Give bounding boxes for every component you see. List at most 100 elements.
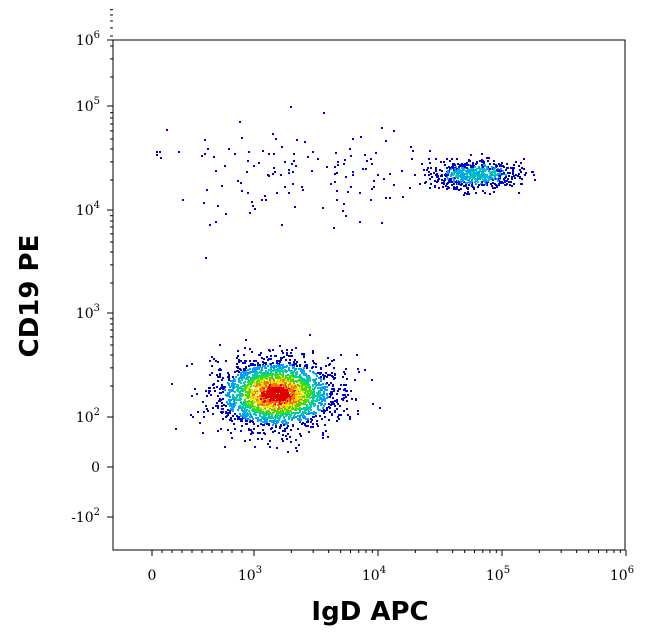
data-point [227,395,229,397]
data-point [186,365,188,367]
data-point [253,413,255,415]
data-point [304,409,306,411]
data-point [512,169,514,171]
data-point [314,387,316,389]
data-point [332,385,334,387]
data-point [253,165,255,167]
data-point [272,401,274,403]
data-point [278,394,280,396]
data-point [508,172,510,174]
data-point [289,410,291,412]
data-point [266,372,268,374]
data-point [280,393,282,395]
data-point [268,153,270,155]
data-point [274,393,276,395]
data-point [160,157,162,159]
data-point [496,169,498,171]
data-point [274,401,276,403]
data-point [513,175,515,177]
data-point [281,369,283,371]
data-point [257,425,259,427]
data-point [325,386,327,388]
data-point [273,403,275,405]
data-point [301,384,303,386]
data-point [427,167,429,169]
data-point [276,413,278,415]
data-point [282,413,284,415]
data-point [273,167,275,169]
data-point [328,419,330,421]
data-point [298,400,300,402]
data-point [366,160,368,162]
data-point [251,201,253,203]
data-point [245,367,247,369]
data-point [268,369,270,371]
data-point [295,374,297,376]
data-point [496,178,498,180]
data-point [253,360,255,362]
data-point [296,365,298,367]
data-point [481,164,483,166]
data-point [258,354,260,356]
data-point [469,173,471,175]
data-point [299,407,301,409]
data-point [332,376,334,378]
data-point [428,171,430,173]
data-point [263,401,265,403]
data-point [230,432,232,434]
data-point [472,177,474,179]
data-point [455,171,457,173]
data-point [269,350,271,352]
data-point [503,166,505,168]
data-point [467,176,469,178]
data-point [302,369,304,371]
data-point [324,400,326,402]
data-point [240,374,242,376]
data-point [279,365,281,367]
y-tick-label: 106 [76,30,100,49]
data-point [322,398,324,400]
data-point [276,373,278,375]
data-point [493,163,495,165]
data-point [255,417,257,419]
data-point [279,345,281,347]
data-point [280,382,282,384]
data-point [262,150,264,152]
data-point [482,172,484,174]
data-point [466,163,468,165]
data-point [315,382,317,384]
data-point [250,414,252,416]
data-point [463,185,465,187]
data-point [313,392,315,394]
data-point [468,181,470,183]
data-point [235,376,237,378]
data-point [240,398,242,400]
data-point [497,180,499,182]
data-point [209,374,211,376]
data-point [260,380,262,382]
data-point [307,418,309,420]
data-point [265,375,267,377]
data-point [269,440,271,442]
data-point [246,409,248,411]
data-point [317,396,319,398]
data-point [262,392,264,394]
data-point [249,407,251,409]
data-point [323,112,325,114]
data-point [452,174,454,176]
data-point [255,389,257,391]
data-point [496,174,498,176]
data-point [453,180,455,182]
data-point [202,432,204,434]
data-point [299,377,301,379]
data-point [481,159,483,161]
data-point [347,414,349,416]
x-axis-label: IgD APC [311,597,428,627]
data-point [241,393,243,395]
data-point [438,178,440,180]
data-point [270,398,272,400]
data-point [494,176,496,178]
data-point [240,415,242,417]
data-point [227,376,229,378]
data-point [336,393,338,395]
